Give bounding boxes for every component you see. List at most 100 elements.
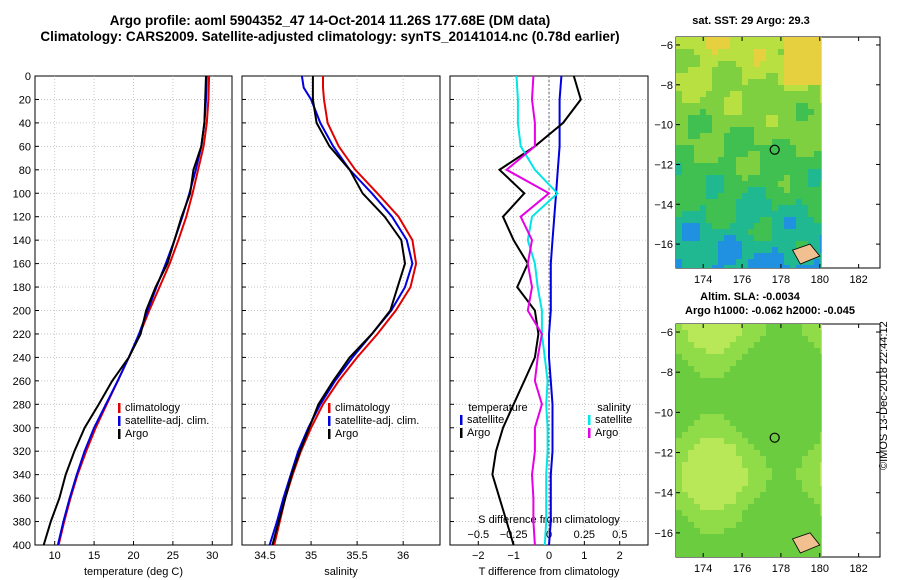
sla-map-cell bbox=[748, 522, 754, 528]
sla-map-cell bbox=[820, 462, 822, 468]
series-temperature-argo bbox=[491, 75, 582, 546]
sst-map-cell bbox=[730, 73, 736, 79]
sla-map-cell bbox=[694, 414, 700, 420]
sst-map-cell bbox=[742, 229, 748, 235]
sla-map-cell bbox=[706, 414, 712, 420]
sla-map-cell bbox=[724, 546, 730, 552]
sla-map-cell bbox=[700, 378, 706, 384]
sst-map-cell bbox=[796, 151, 802, 157]
sla-map-cell bbox=[790, 366, 796, 372]
sla-map-cell bbox=[748, 330, 754, 336]
sst-map-cell bbox=[760, 199, 766, 205]
sst-map-cell bbox=[754, 115, 760, 121]
sst-map-cell bbox=[694, 175, 700, 181]
sla-map-cell bbox=[766, 330, 772, 336]
sla-map-cell bbox=[790, 336, 796, 342]
sst-map-cell bbox=[802, 169, 808, 175]
sst-map-cell bbox=[802, 115, 808, 121]
sla-map-cell bbox=[694, 522, 700, 528]
sst-map-cell bbox=[712, 199, 718, 205]
sst-map-cell bbox=[688, 169, 694, 175]
sla-map-cell bbox=[682, 348, 688, 354]
sla-map-cell bbox=[718, 348, 724, 354]
sla-map-cell bbox=[754, 552, 760, 557]
sst-map-cell bbox=[778, 79, 784, 85]
sst-map-cell bbox=[778, 67, 784, 73]
sla-map-cell bbox=[712, 378, 718, 384]
sla-map-cell bbox=[802, 474, 808, 480]
legend-salinity-title: salinity bbox=[597, 402, 631, 414]
sst-map-cell bbox=[700, 247, 706, 253]
sst-map-cell bbox=[724, 181, 730, 187]
sst-map-cell bbox=[676, 91, 682, 97]
sst-map-cell bbox=[802, 151, 808, 157]
sla-map-cell bbox=[688, 462, 694, 468]
sla-map-cell bbox=[742, 414, 748, 420]
legend-swatch bbox=[328, 403, 331, 413]
sst-map-cell bbox=[700, 151, 706, 157]
sst-map-cell bbox=[700, 85, 706, 91]
sst-map-cell bbox=[730, 151, 736, 157]
sst-map-cell bbox=[754, 169, 760, 175]
difference-xtick-label: 1 bbox=[581, 550, 587, 562]
sla-map-cell bbox=[784, 552, 790, 557]
sla-map-cell bbox=[730, 522, 736, 528]
sla-map-cell bbox=[706, 348, 712, 354]
sst-map-cell bbox=[742, 157, 748, 163]
sla-map-cell bbox=[688, 402, 694, 408]
sla-map-cell bbox=[796, 468, 802, 474]
sst-map-cell bbox=[688, 205, 694, 211]
sla-map-cell bbox=[688, 330, 694, 336]
sst-map-cell bbox=[748, 181, 754, 187]
sst-map-cell bbox=[796, 217, 802, 223]
sla-map-cell bbox=[760, 414, 766, 420]
sst-map-cell bbox=[700, 133, 706, 139]
sst-map-cell bbox=[736, 139, 742, 145]
sst-map-cell bbox=[682, 79, 688, 85]
sla-map-cell bbox=[814, 390, 820, 396]
sla-map-cell bbox=[676, 540, 682, 546]
sst-map-cell bbox=[736, 265, 742, 268]
sla-map-cell bbox=[784, 480, 790, 486]
sst-map-cell bbox=[706, 109, 712, 115]
sst-map-cell bbox=[694, 145, 700, 151]
sst-map-cell bbox=[724, 265, 730, 268]
sst-map-cell bbox=[712, 133, 718, 139]
sla-map-cell bbox=[694, 468, 700, 474]
sst-map-cell bbox=[772, 103, 778, 109]
sla-map-cell bbox=[784, 342, 790, 348]
sst-map-cell bbox=[754, 175, 760, 181]
sla-map-cell bbox=[730, 426, 736, 432]
sst-map-cell bbox=[772, 109, 778, 115]
sst-map-cell bbox=[790, 199, 796, 205]
sla-map-cell bbox=[748, 510, 754, 516]
sla-map-cell bbox=[736, 426, 742, 432]
sst-map-cell bbox=[748, 163, 754, 169]
sla-map-cell bbox=[736, 492, 742, 498]
sst-map-cell bbox=[754, 121, 760, 127]
sst-map-cell bbox=[688, 241, 694, 247]
sst-map-cell bbox=[676, 133, 682, 139]
sla-map-cell bbox=[706, 492, 712, 498]
sst-map-cell bbox=[802, 139, 808, 145]
sla-map-cell bbox=[802, 486, 808, 492]
sla-map-cell bbox=[760, 336, 766, 342]
sla-map-cell bbox=[784, 360, 790, 366]
sst-map-cell bbox=[718, 241, 724, 247]
sla-map-cell bbox=[772, 486, 778, 492]
sst-map-cell bbox=[784, 187, 790, 193]
sla-map-cell bbox=[772, 426, 778, 432]
sla-map-cell bbox=[784, 414, 790, 420]
sla-map-cell bbox=[808, 456, 814, 462]
sst-map-cell bbox=[694, 43, 700, 49]
depth-tick-label: 60 bbox=[19, 141, 31, 153]
sst-map-cell bbox=[814, 139, 820, 145]
sla-map-cell bbox=[790, 492, 796, 498]
sst-map-cell bbox=[730, 139, 736, 145]
sst-map-cell bbox=[736, 61, 742, 67]
sst-map-cell bbox=[772, 163, 778, 169]
sst-map-cell bbox=[760, 139, 766, 145]
sst-map-cell bbox=[790, 265, 796, 268]
sst-map-cell bbox=[790, 223, 796, 229]
sla-map-cell bbox=[820, 354, 822, 360]
